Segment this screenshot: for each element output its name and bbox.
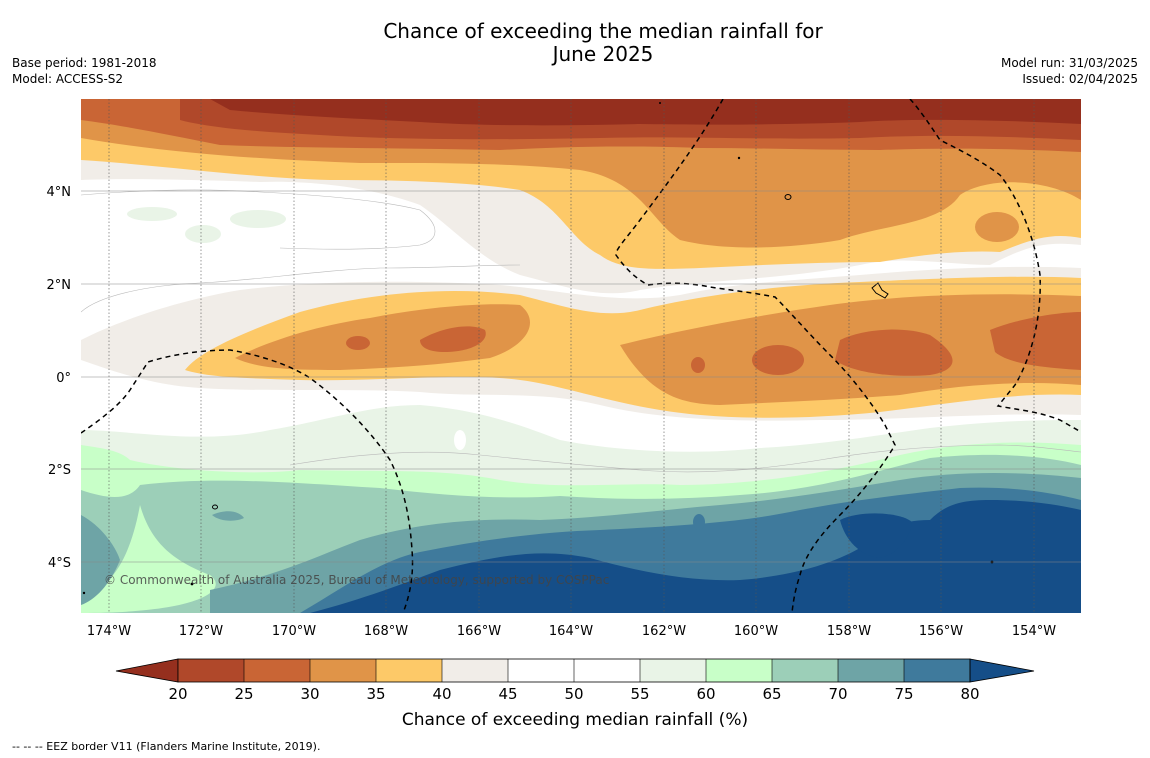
cbar-tick: 60 (696, 685, 715, 703)
lon-tick-labels: 174°W 172°W 170°W 168°W 166°W 164°W 162°… (87, 624, 1056, 639)
model-run: Model run: 31/03/2025 (1000, 56, 1138, 70)
colorbar-75-80 (904, 659, 970, 682)
lon-tick: 166°W (457, 624, 501, 639)
colorbar-ticks: 20 25 30 35 40 45 50 55 60 65 70 75 80 (168, 685, 979, 703)
cbar-tick: 80 (960, 685, 979, 703)
contour-line-1 (81, 264, 521, 313)
colorbar-70-75 (838, 659, 904, 682)
field-green-pocket (81, 505, 216, 613)
cbar-tick: 20 (168, 685, 187, 703)
model-name: Model: ACCESS-S2 (12, 72, 124, 86)
cbar-tick: 35 (366, 685, 385, 703)
colorbar-60-65 (706, 659, 772, 682)
lon-tick: 172°W (179, 624, 223, 639)
lat-tick: 2°N (47, 278, 72, 293)
field-teal-west (81, 515, 120, 605)
colorbar-label: Chance of exceeding median rainfall (%) (401, 710, 749, 730)
field-orange-blob (975, 212, 1019, 242)
field-darkorange-eq-1 (420, 326, 486, 352)
lon-tick: 162°W (642, 624, 686, 639)
field-green-blob-3 (185, 225, 221, 243)
contour-line-2 (81, 189, 436, 250)
cbar-tick: 75 (894, 685, 913, 703)
lon-tick: 158°W (827, 624, 871, 639)
field-white-patch (454, 430, 466, 450)
island-2 (871, 282, 889, 299)
copyright-text: © Commonwealth of Australia 2025, Bureau… (104, 573, 609, 587)
cbar-tick: 30 (300, 685, 319, 703)
meta-right: Model run: 31/03/2025 Issued: 02/04/2025 (1001, 55, 1138, 87)
island-1 (784, 194, 792, 200)
lon-tick: 156°W (919, 624, 963, 639)
lat-tick: 2°S (48, 463, 71, 478)
gridlines (108, 99, 1035, 613)
lon-tick: 154°W (1012, 624, 1056, 639)
field-green-blob-2 (230, 210, 286, 228)
map-title: Chance of exceeding the median rainfall … (300, 20, 906, 66)
field-darkorange-eq-3 (752, 345, 804, 375)
title-line-2: June 2025 (552, 42, 654, 66)
cbar-tick: 25 (234, 685, 253, 703)
colorbar-above80 (969, 658, 1035, 683)
field-orange-equator-w (235, 304, 530, 370)
island-4 (737, 156, 741, 160)
field-teal-pocket (212, 511, 244, 521)
field-blue-pocket (693, 514, 705, 530)
map-fields: © Commonwealth of Australia 2025, Bureau… (81, 99, 1081, 613)
field-darkblue-south (310, 500, 1081, 613)
cbar-tick: 45 (498, 685, 517, 703)
issued-date: Issued: 02/04/2025 (1022, 72, 1138, 86)
eez-border-east (909, 99, 1081, 433)
lon-tick: 168°W (364, 624, 408, 639)
field-darkblue-pocket (840, 513, 912, 558)
lat-tick-labels: 4°N 2°N 0° 2°S 4°S (47, 185, 72, 571)
island-5 (659, 102, 661, 104)
cbar-tick: 65 (762, 685, 781, 703)
cbar-tick: 55 (630, 685, 649, 703)
island-8 (82, 591, 86, 595)
lon-tick: 164°W (549, 624, 593, 639)
field-darkred-north (210, 99, 1081, 126)
lat-tick: 4°N (47, 185, 72, 200)
title-line-1: Chance of exceeding the median rainfall … (383, 19, 823, 43)
colorbar-25-30 (244, 659, 310, 682)
lon-tick: 174°W (87, 624, 131, 639)
meta-left: Base period: 1981-2018 Model: ACCESS-S2 (12, 55, 157, 87)
cbar-tick: 70 (828, 685, 847, 703)
colorbar-50-55 (574, 659, 640, 682)
colorbar-65-70 (772, 659, 838, 682)
colorbar-35-40 (376, 659, 442, 682)
contour-line-3 (289, 444, 1081, 473)
field-darkorange-eq-6 (990, 312, 1081, 370)
colorbar: 20 25 30 35 40 45 50 55 60 65 70 75 80 (115, 658, 1035, 703)
lat-gridlines (81, 190, 1081, 563)
colorbar-40-45 (442, 659, 508, 682)
base-period: Base period: 1981-2018 (12, 56, 157, 70)
lon-tick: 160°W (734, 624, 778, 639)
colorbar-55-60 (640, 659, 706, 682)
field-darkorange-eq-2 (346, 336, 370, 350)
lat-tick: 0° (56, 371, 71, 386)
island-7 (190, 582, 194, 586)
colorbar-below20 (115, 658, 179, 683)
footnote: -- -- -- EEZ border V11 (Flanders Marine… (12, 740, 321, 753)
cbar-tick: 50 (564, 685, 583, 703)
lon-tick: 170°W (272, 624, 316, 639)
field-darkorange-eq-4 (691, 357, 705, 373)
eez-border-north (615, 99, 896, 613)
field-green-blob-1 (127, 207, 177, 221)
colorbar-30-35 (310, 659, 376, 682)
lat-tick: 4°S (48, 556, 71, 571)
colorbar-20-25 (178, 659, 244, 682)
cbar-tick: 40 (432, 685, 451, 703)
colorbar-45-50 (508, 659, 574, 682)
field-darkorange-eq-5 (835, 329, 953, 376)
island-3 (212, 504, 218, 510)
